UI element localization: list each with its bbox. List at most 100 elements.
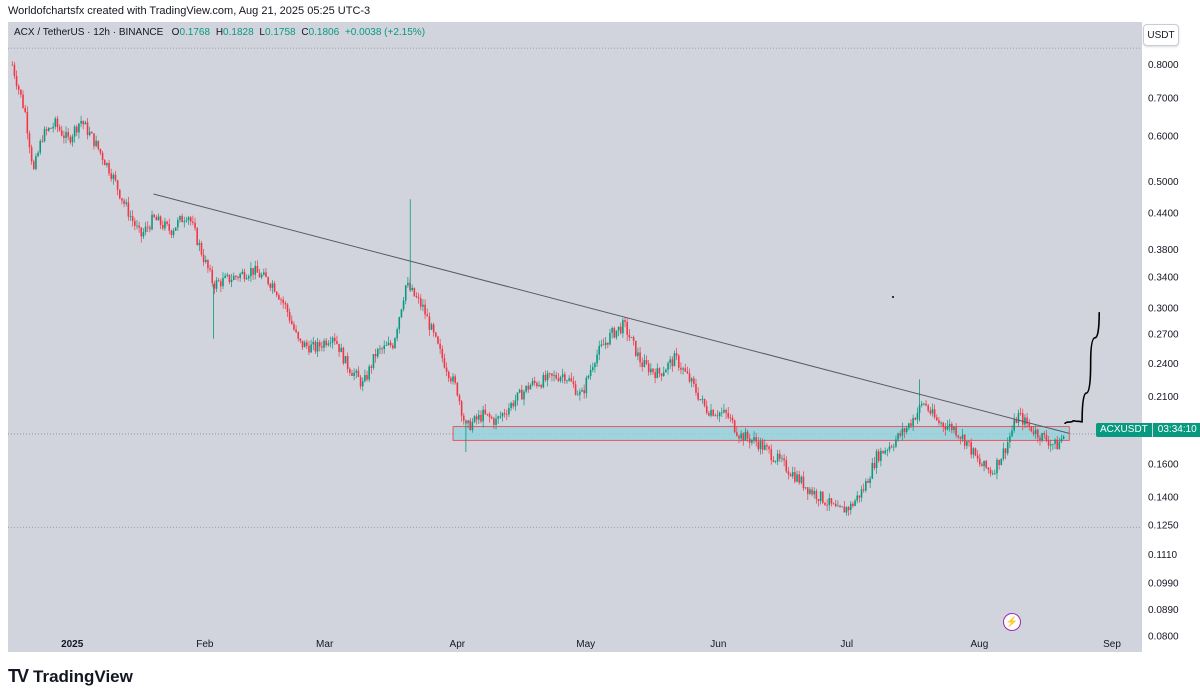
candle-347 xyxy=(757,436,760,452)
candle-body-49 xyxy=(116,180,119,190)
candle-body-212 xyxy=(467,420,469,424)
candle-341 xyxy=(744,427,747,441)
candle-body-421 xyxy=(916,412,919,420)
candle-body-114 xyxy=(256,265,259,273)
candle-body-313 xyxy=(684,368,687,372)
candle-body-181 xyxy=(400,309,403,318)
candle-314 xyxy=(686,366,689,375)
candle-79 xyxy=(181,213,183,223)
candle-body-418 xyxy=(910,423,912,426)
candle-body-278 xyxy=(609,332,611,345)
candle-87 xyxy=(198,239,201,252)
candle-body-430 xyxy=(935,417,938,421)
y-tick-9: 0.2700 xyxy=(1148,330,1179,341)
candle-177 xyxy=(392,343,394,350)
candle-59 xyxy=(138,221,140,233)
candle-391 xyxy=(852,501,854,508)
candle-body-471 xyxy=(1024,417,1026,425)
candle-body-77 xyxy=(177,220,179,228)
candle-body-170 xyxy=(376,349,379,357)
candle-373 xyxy=(813,487,816,499)
candle-260 xyxy=(570,372,573,382)
candle-body-4 xyxy=(20,89,22,95)
candle-198 xyxy=(437,335,439,345)
candle-body-319 xyxy=(697,392,699,400)
candle-239 xyxy=(525,385,527,394)
candle-body-177 xyxy=(392,345,394,349)
candle-121 xyxy=(271,280,274,294)
tradingview-logo[interactable]: TV TradingView xyxy=(8,666,133,687)
x-tick-2: Mar xyxy=(316,639,334,650)
candle-265 xyxy=(581,387,583,392)
candle-body-262 xyxy=(574,384,577,395)
candle-body-447 xyxy=(972,448,975,455)
candle-body-315 xyxy=(688,373,691,382)
candle-body-182 xyxy=(402,300,405,310)
candle-361 xyxy=(787,467,790,480)
candle-306 xyxy=(669,355,671,370)
candle-body-208 xyxy=(458,395,461,402)
candle-4 xyxy=(20,89,22,98)
candle-436 xyxy=(948,419,951,432)
candle-body-201 xyxy=(443,358,446,368)
candle-161 xyxy=(357,366,360,378)
candle-body-83 xyxy=(189,217,192,222)
candle-396 xyxy=(862,483,865,493)
x-tick-8: Sep xyxy=(1103,639,1121,650)
candle-332 xyxy=(725,408,727,419)
candle-body-434 xyxy=(944,426,947,430)
candle-body-55 xyxy=(129,216,132,217)
candle-body-441 xyxy=(959,437,962,439)
candle-390 xyxy=(849,500,852,515)
candle-body-376 xyxy=(819,491,822,502)
candle-body-215 xyxy=(473,416,476,423)
candle-body-460 xyxy=(1000,458,1003,466)
price-axis-pane[interactable] xyxy=(1142,22,1200,652)
candle-body-244 xyxy=(536,382,538,387)
candle-154 xyxy=(342,346,345,366)
candle-body-158 xyxy=(351,372,353,376)
y-tick-10: 0.2400 xyxy=(1148,359,1179,370)
candle-194 xyxy=(428,312,431,336)
candle-body-478 xyxy=(1039,437,1041,441)
trendline xyxy=(153,193,1070,434)
candle-349 xyxy=(761,438,764,454)
candle-133 xyxy=(297,331,300,342)
candle-body-458 xyxy=(996,459,998,474)
candle-body-96 xyxy=(217,280,220,282)
candle-334 xyxy=(729,413,732,423)
candle-body-311 xyxy=(680,367,682,370)
candle-128 xyxy=(286,302,289,318)
candle-184 xyxy=(407,276,409,288)
currency-button[interactable]: USDT xyxy=(1143,24,1179,46)
candle-73 xyxy=(168,218,171,235)
candle-body-178 xyxy=(394,338,396,349)
candle-body-232 xyxy=(510,403,512,409)
candle-197 xyxy=(435,331,437,338)
candle-91 xyxy=(207,259,209,273)
candle-body-370 xyxy=(806,487,809,494)
candle-405 xyxy=(882,450,884,454)
candle-376 xyxy=(819,490,822,505)
candle-122 xyxy=(273,281,276,293)
chart-pane[interactable] xyxy=(8,22,1142,652)
lightning-icon[interactable]: ⚡ xyxy=(1003,613,1021,631)
candle-body-435 xyxy=(946,426,949,430)
candle-169 xyxy=(374,348,377,363)
candle-484 xyxy=(1052,443,1054,450)
candle-body-148 xyxy=(329,342,332,344)
candle-116 xyxy=(260,272,263,280)
candle-body-446 xyxy=(970,442,972,455)
candle-body-438 xyxy=(953,427,955,431)
candle-body-226 xyxy=(497,416,499,419)
candle-404 xyxy=(880,447,882,467)
candle-body-240 xyxy=(527,385,530,390)
candle-body-472 xyxy=(1026,417,1028,424)
candle-body-330 xyxy=(720,412,723,414)
candle-body-248 xyxy=(544,375,547,381)
candle-body-222 xyxy=(488,413,491,418)
candle-body-487 xyxy=(1058,441,1061,450)
candle-165 xyxy=(366,370,368,382)
candle-294 xyxy=(643,354,646,368)
